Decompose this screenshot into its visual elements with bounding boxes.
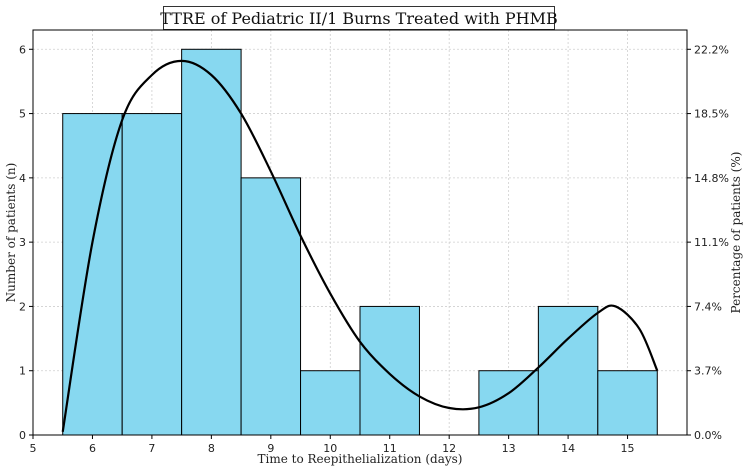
y-tick-label: 2 bbox=[19, 300, 26, 313]
histogram-bar bbox=[359, 305, 420, 436]
y-tick-label: 0 bbox=[19, 429, 26, 442]
right-axis-ticks: 0.0% 3.7% 7.4% 11.1% 14.8% 18.5% 22.2% bbox=[687, 43, 729, 442]
x-tick-label: 12 bbox=[442, 442, 456, 455]
right-axis-label: Percentage of patients (%) bbox=[729, 152, 743, 314]
x-tick-label: 13 bbox=[502, 442, 516, 455]
density-curve bbox=[61, 59, 659, 432]
right-tick-label: 3.7% bbox=[694, 365, 722, 378]
histogram-bar bbox=[121, 113, 183, 436]
right-tick-label: 14.8% bbox=[694, 172, 729, 185]
y-tick-label: 6 bbox=[19, 43, 26, 56]
y-tick-label: 1 bbox=[19, 365, 26, 378]
x-tick-label: 8 bbox=[208, 442, 215, 455]
histogram-bar bbox=[478, 370, 539, 436]
x-tick-label: 11 bbox=[383, 442, 397, 455]
histogram-bar bbox=[181, 48, 242, 436]
y-axis-ticks: 0 1 2 3 4 5 6 bbox=[19, 43, 33, 442]
x-tick-label: 14 bbox=[561, 442, 575, 455]
right-tick-label: 22.2% bbox=[694, 43, 729, 56]
histogram-bar bbox=[537, 305, 599, 436]
histogram-bar bbox=[240, 177, 302, 436]
x-tick-label: 15 bbox=[621, 442, 635, 455]
x-tick-label: 10 bbox=[323, 442, 337, 455]
x-axis-ticks: 5 6 7 8 9 10 11 12 13 14 15 bbox=[30, 435, 635, 455]
plot-frame bbox=[32, 29, 688, 436]
right-tick-label: 18.5% bbox=[694, 108, 729, 121]
chart-title: TTRE of Pediatric II/1 Burns Treated wit… bbox=[160, 6, 558, 30]
y-tick-label: 4 bbox=[19, 172, 26, 185]
histogram-bar bbox=[300, 370, 361, 436]
histogram-bar bbox=[62, 113, 123, 436]
right-tick-label: 11.1% bbox=[694, 236, 729, 249]
x-tick-label: 5 bbox=[30, 442, 37, 455]
y-tick-label: 5 bbox=[19, 108, 26, 121]
y-tick-label: 3 bbox=[19, 236, 26, 249]
right-tick-label: 0.0% bbox=[694, 429, 722, 442]
x-axis-label: Time to Reepithelialization (days) bbox=[258, 452, 463, 466]
histogram-bar bbox=[597, 370, 658, 436]
y-axis-label: Number of patients (n) bbox=[4, 163, 18, 303]
x-tick-label: 7 bbox=[148, 442, 155, 455]
right-tick-label: 7.4% bbox=[694, 300, 722, 313]
x-tick-label: 6 bbox=[89, 442, 96, 455]
x-tick-label: 9 bbox=[267, 442, 274, 455]
